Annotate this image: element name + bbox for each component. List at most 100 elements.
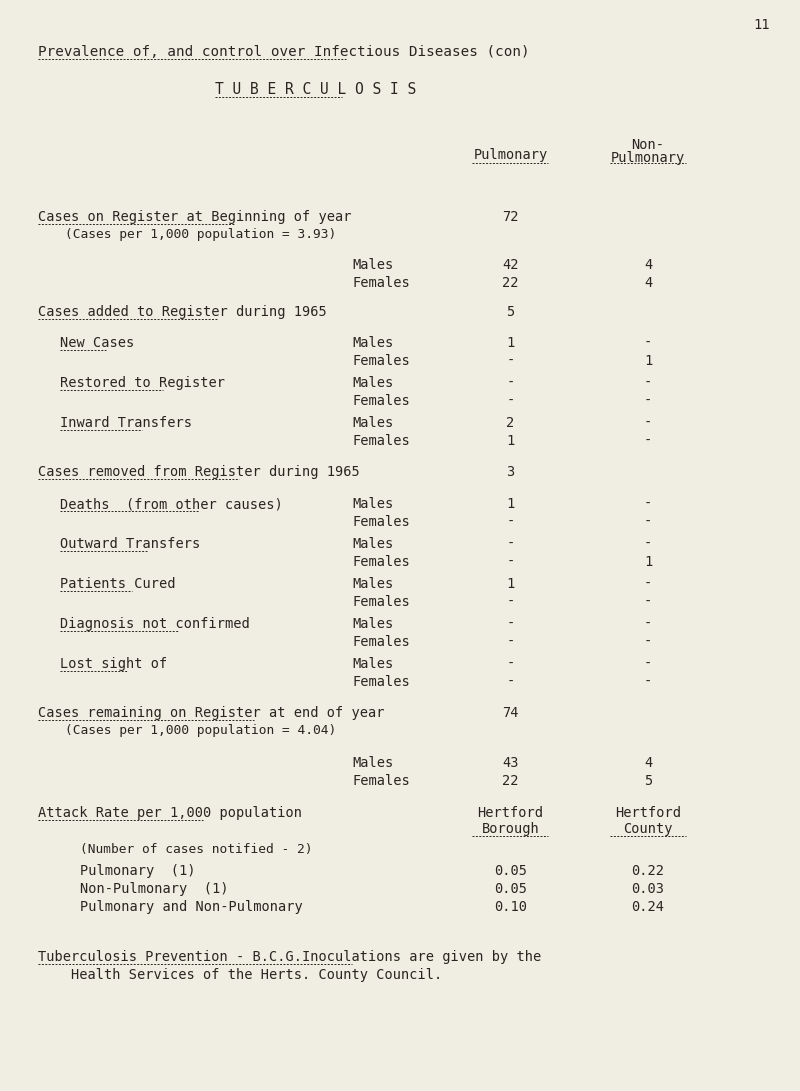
Text: Males: Males	[352, 416, 394, 430]
Text: -: -	[644, 434, 652, 448]
Text: -: -	[506, 675, 514, 690]
Text: Outward Transfers: Outward Transfers	[60, 537, 200, 551]
Text: Females: Females	[352, 635, 410, 649]
Text: 0.03: 0.03	[631, 882, 665, 896]
Text: Pulmonary and Non-Pulmonary: Pulmonary and Non-Pulmonary	[80, 900, 302, 914]
Text: Females: Females	[352, 555, 410, 570]
Text: -: -	[506, 555, 514, 570]
Text: Females: Females	[352, 675, 410, 690]
Text: Patients Cured: Patients Cured	[60, 577, 175, 591]
Text: Females: Females	[352, 276, 410, 290]
Text: Cases removed from Register during 1965: Cases removed from Register during 1965	[38, 465, 360, 479]
Text: Tuberculosis Prevention - B.C.G.Inoculations are given by the: Tuberculosis Prevention - B.C.G.Inoculat…	[38, 950, 542, 964]
Text: Males: Males	[352, 376, 394, 389]
Text: -: -	[506, 618, 514, 631]
Text: Pulmonary: Pulmonary	[611, 151, 685, 165]
Text: 42: 42	[502, 257, 518, 272]
Text: Hertford: Hertford	[615, 806, 681, 820]
Text: -: -	[644, 675, 652, 690]
Text: 11: 11	[754, 17, 770, 32]
Text: Females: Females	[352, 595, 410, 609]
Text: (Cases per 1,000 population = 4.04): (Cases per 1,000 population = 4.04)	[65, 724, 336, 738]
Text: 4: 4	[644, 276, 652, 290]
Text: 22: 22	[502, 774, 518, 788]
Text: Cases on Register at Beginning of year: Cases on Register at Beginning of year	[38, 209, 351, 224]
Text: -: -	[506, 353, 514, 368]
Text: 3: 3	[506, 465, 514, 479]
Text: 1: 1	[506, 336, 514, 350]
Text: 43: 43	[502, 756, 518, 770]
Text: Males: Males	[352, 577, 394, 591]
Text: 1: 1	[644, 353, 652, 368]
Text: -: -	[644, 416, 652, 430]
Text: 1: 1	[506, 497, 514, 511]
Text: -: -	[644, 497, 652, 511]
Text: Hertford: Hertford	[478, 806, 543, 820]
Text: -: -	[506, 394, 514, 408]
Text: (Cases per 1,000 population = 3.93): (Cases per 1,000 population = 3.93)	[65, 228, 336, 241]
Text: -: -	[644, 376, 652, 389]
Text: -: -	[644, 595, 652, 609]
Text: -: -	[644, 618, 652, 631]
Text: New Cases: New Cases	[60, 336, 134, 350]
Text: 22: 22	[502, 276, 518, 290]
Text: 5: 5	[506, 305, 514, 319]
Text: 1: 1	[644, 555, 652, 570]
Text: -: -	[506, 657, 514, 671]
Text: Males: Males	[352, 257, 394, 272]
Text: Females: Females	[352, 515, 410, 529]
Text: Deaths  (from other causes): Deaths (from other causes)	[60, 497, 282, 511]
Text: 0.10: 0.10	[494, 900, 527, 914]
Text: Prevalence of, and control over Infectious Diseases (con): Prevalence of, and control over Infectio…	[38, 45, 530, 59]
Text: Cases added to Register during 1965: Cases added to Register during 1965	[38, 305, 326, 319]
Text: -: -	[644, 515, 652, 529]
Text: 1: 1	[506, 577, 514, 591]
Text: -: -	[644, 336, 652, 350]
Text: -: -	[644, 394, 652, 408]
Text: Restored to Register: Restored to Register	[60, 376, 225, 389]
Text: Lost sight of: Lost sight of	[60, 657, 167, 671]
Text: Non-Pulmonary  (1): Non-Pulmonary (1)	[80, 882, 229, 896]
Text: 0.05: 0.05	[494, 864, 527, 878]
Text: -: -	[506, 595, 514, 609]
Text: Females: Females	[352, 774, 410, 788]
Text: 0.22: 0.22	[631, 864, 665, 878]
Text: -: -	[506, 515, 514, 529]
Text: (Number of cases notified - 2): (Number of cases notified - 2)	[80, 843, 313, 856]
Text: 1: 1	[506, 434, 514, 448]
Text: Females: Females	[352, 434, 410, 448]
Text: Attack Rate per 1,000 population: Attack Rate per 1,000 population	[38, 806, 302, 820]
Text: 74: 74	[502, 706, 518, 720]
Text: Males: Males	[352, 756, 394, 770]
Text: -: -	[506, 376, 514, 389]
Text: Males: Males	[352, 336, 394, 350]
Text: 4: 4	[644, 756, 652, 770]
Text: Cases remaining on Register at end of year: Cases remaining on Register at end of ye…	[38, 706, 385, 720]
Text: Pulmonary: Pulmonary	[474, 148, 547, 161]
Text: -: -	[506, 635, 514, 649]
Text: County: County	[623, 822, 673, 836]
Text: 4: 4	[644, 257, 652, 272]
Text: Diagnosis not confirmed: Diagnosis not confirmed	[60, 618, 250, 631]
Text: 2: 2	[506, 416, 514, 430]
Text: Males: Males	[352, 537, 394, 551]
Text: Borough: Borough	[482, 822, 539, 836]
Text: -: -	[644, 657, 652, 671]
Text: -: -	[644, 577, 652, 591]
Text: Health Services of the Herts. County Council.: Health Services of the Herts. County Cou…	[38, 968, 442, 982]
Text: Males: Males	[352, 657, 394, 671]
Text: 0.05: 0.05	[494, 882, 527, 896]
Text: Inward Transfers: Inward Transfers	[60, 416, 192, 430]
Text: Males: Males	[352, 618, 394, 631]
Text: Pulmonary  (1): Pulmonary (1)	[80, 864, 195, 878]
Text: T U B E R C U L O S I S: T U B E R C U L O S I S	[215, 82, 416, 97]
Text: Females: Females	[352, 353, 410, 368]
Text: -: -	[644, 635, 652, 649]
Text: 5: 5	[644, 774, 652, 788]
Text: -: -	[644, 537, 652, 551]
Text: Females: Females	[352, 394, 410, 408]
Text: Males: Males	[352, 497, 394, 511]
Text: Non-: Non-	[631, 137, 665, 152]
Text: -: -	[506, 537, 514, 551]
Text: 72: 72	[502, 209, 518, 224]
